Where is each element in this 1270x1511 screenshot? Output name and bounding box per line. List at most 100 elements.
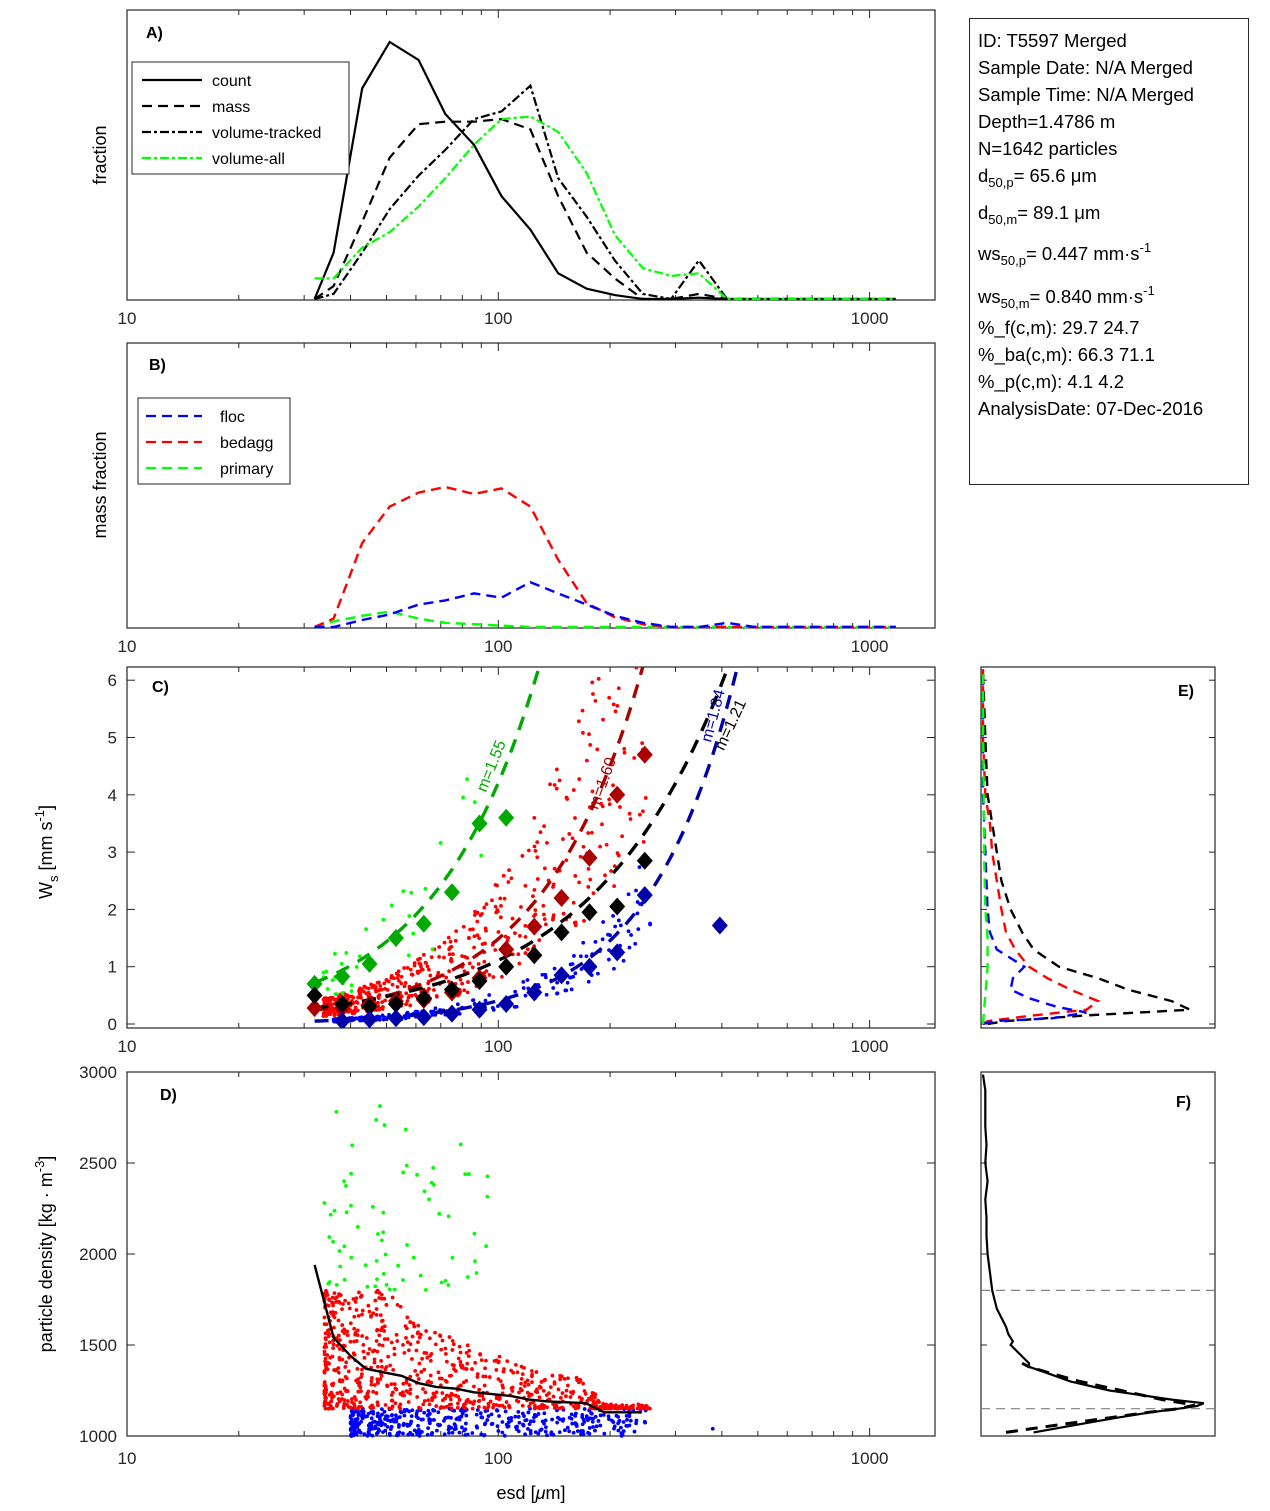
- scatter-point-bedagg: [351, 995, 356, 1000]
- scatter-point-primary: [472, 1231, 477, 1236]
- scatter-point-bedagg: [344, 1376, 349, 1381]
- scatter-point-bedagg: [382, 981, 387, 986]
- median-marker-primary: [415, 914, 432, 933]
- scatter-point-bedagg: [491, 1405, 495, 1410]
- legend-b-bedagg-label: bedagg: [220, 435, 273, 452]
- scatter-point-floc: [643, 1420, 648, 1425]
- scatter-point-primary: [337, 1249, 342, 1253]
- scatter-point-bedagg: [330, 1354, 335, 1359]
- scatter-point-floc: [406, 1432, 411, 1437]
- scatter-point-bedagg: [568, 1395, 573, 1399]
- scatter-point-bedagg: [354, 1009, 358, 1014]
- scatter-point-primary: [443, 1278, 448, 1283]
- scatter-point-primary: [461, 795, 465, 800]
- scatter-point-bedagg: [395, 976, 400, 980]
- scatter-point-floc: [629, 933, 633, 937]
- scatter-point-bedagg: [471, 927, 475, 932]
- scatter-point-floc: [465, 1432, 470, 1437]
- scatter-point-bedagg: [451, 952, 455, 957]
- panel-d-ylabel-end: ]: [36, 1156, 56, 1161]
- scatter-point-bedagg: [358, 993, 363, 998]
- scatter-point-bedagg: [503, 934, 508, 939]
- scatter-point-bedagg: [384, 1302, 389, 1307]
- scatter-point-bedagg: [392, 1346, 397, 1351]
- scatter-point-bedagg: [406, 1348, 411, 1353]
- scatter-point-primary: [370, 1204, 375, 1209]
- scatter-point-bedagg: [375, 981, 380, 985]
- panel-d-ytick-label: 2000: [79, 1245, 117, 1264]
- scatter-point-floc: [479, 1432, 484, 1437]
- scatter-point-floc: [447, 1431, 451, 1435]
- median-marker-floc: [636, 886, 653, 905]
- scatter-point-bedagg: [405, 965, 410, 970]
- scatter-point-bedagg: [357, 989, 361, 993]
- scatter-point-floc: [601, 1413, 606, 1417]
- scatter-point-bedagg: [523, 951, 528, 955]
- scatter-point-bedagg: [457, 1397, 462, 1402]
- scatter-point-floc: [528, 1431, 533, 1436]
- scatter-point-bedagg: [622, 750, 627, 755]
- scatter-point-primary: [411, 931, 416, 936]
- panel-c-xtick-label: 10: [118, 1037, 137, 1056]
- scatter-point-floc: [415, 1409, 420, 1414]
- scatter-point-bedagg: [437, 1376, 442, 1381]
- scatter-point-bedagg: [372, 1383, 377, 1387]
- scatter-point-bedagg: [322, 1380, 327, 1385]
- info-n-particles: N=1642 particles: [978, 138, 1118, 159]
- scatter-point-primary: [404, 1163, 409, 1168]
- scatter-point-bedagg: [550, 1373, 555, 1378]
- scatter-point-floc: [426, 1408, 431, 1413]
- scatter-point-primary: [396, 1263, 400, 1268]
- panel-c-ytick-label: 6: [108, 671, 117, 690]
- scatter-point-bedagg: [577, 880, 582, 885]
- scatter-point-bedagg: [323, 1293, 328, 1298]
- scatter-point-bedagg: [638, 524, 642, 528]
- series-line-bedagg: [314, 485, 896, 629]
- median-marker-primary: [498, 808, 515, 827]
- median-marker-floc: [526, 983, 543, 1002]
- scatter-point-floc: [560, 1418, 565, 1423]
- scatter-point-bedagg: [573, 874, 578, 878]
- scatter-point-floc: [580, 1422, 585, 1427]
- scatter-point-bedagg: [433, 1330, 437, 1335]
- scatter-point-bedagg: [462, 969, 467, 974]
- scatter-point-bedagg: [613, 1404, 618, 1409]
- scatter-point-bedagg: [385, 988, 390, 992]
- scatter-point-bedagg: [340, 1323, 345, 1327]
- scatter-point-bedagg: [552, 866, 557, 871]
- scatter-point-bedagg: [591, 1400, 596, 1405]
- scatter-point-floc: [627, 1423, 632, 1428]
- scatter-point-floc: [409, 1414, 414, 1419]
- scatter-point-bedagg: [477, 1398, 482, 1403]
- scatter-point-floc: [565, 980, 570, 985]
- scatter-point-primary: [330, 978, 335, 983]
- scatter-point-bedagg: [500, 1383, 505, 1388]
- scatter-point-bedagg: [385, 978, 389, 983]
- scatter-point-bedagg: [463, 1406, 468, 1410]
- scatter-point-bedagg: [520, 854, 525, 858]
- scatter-point-floc: [464, 1413, 469, 1418]
- scatter-point-bedagg: [379, 1359, 384, 1363]
- scatter-point-floc: [459, 1408, 463, 1413]
- scatter-point-floc: [416, 1423, 420, 1428]
- scatter-point-bedagg: [358, 1400, 363, 1405]
- scatter-point-bedagg: [402, 1393, 407, 1398]
- scatter-point-floc: [487, 993, 492, 997]
- scatter-point-floc: [500, 1420, 505, 1424]
- median-marker-floc: [415, 1008, 432, 1027]
- scatter-point-bedagg: [460, 981, 465, 986]
- scatter-point-bedagg: [515, 1370, 520, 1375]
- scatter-point-floc: [536, 1431, 541, 1436]
- scatter-point-bedagg: [558, 1395, 563, 1400]
- scatter-point-floc: [523, 1418, 528, 1423]
- scatter-point-primary: [354, 965, 359, 969]
- scatter-point-primary: [342, 1244, 347, 1249]
- scatter-point-bedagg: [456, 1401, 460, 1406]
- scatter-point-bedagg: [498, 915, 503, 920]
- scatter-point-primary: [401, 889, 406, 894]
- scatter-point-bedagg: [502, 1405, 507, 1410]
- scatter-point-bedagg: [612, 864, 617, 869]
- scatter-point-floc: [621, 958, 626, 963]
- scatter-point-bedagg: [507, 868, 511, 873]
- scatter-point-floc: [352, 1016, 356, 1021]
